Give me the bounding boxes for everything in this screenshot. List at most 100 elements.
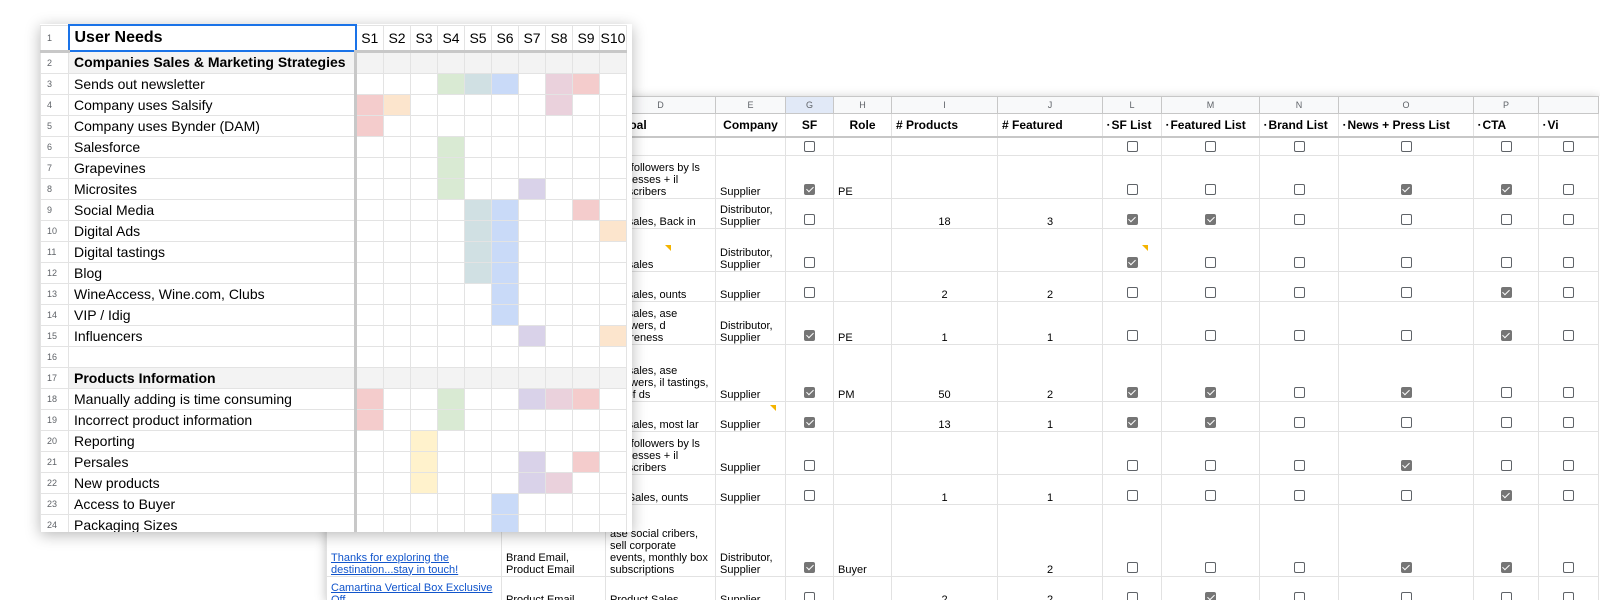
company-cell[interactable]: Distributor, Supplier xyxy=(715,197,786,229)
scenario-cell[interactable] xyxy=(599,513,627,532)
scenario-cell[interactable] xyxy=(383,492,411,515)
checkbox[interactable] xyxy=(1563,329,1574,341)
scenario-cell[interactable] xyxy=(355,429,384,452)
scenario-cell[interactable] xyxy=(410,240,438,263)
scenario-cell[interactable] xyxy=(437,156,465,179)
scenario-cell[interactable] xyxy=(491,408,519,431)
role-cell[interactable]: PE xyxy=(833,300,892,345)
scenario-cell[interactable] xyxy=(545,366,573,389)
scenario-cell[interactable] xyxy=(437,345,465,368)
scenario-cell[interactable] xyxy=(464,471,492,494)
row-number[interactable]: 7 xyxy=(40,156,69,179)
checkbox[interactable] xyxy=(1205,286,1216,298)
scenario-cell[interactable] xyxy=(518,114,546,137)
company-cell[interactable]: Supplier xyxy=(715,575,786,600)
scenario-cell[interactable] xyxy=(518,261,546,284)
scenario-cell[interactable] xyxy=(599,282,627,305)
checkbox[interactable] xyxy=(1205,489,1216,501)
checkbox[interactable] xyxy=(1205,416,1216,428)
checkbox-cell[interactable] xyxy=(1102,400,1162,432)
scenario-header-s1[interactable]: S1 xyxy=(355,24,384,53)
checkbox-cell[interactable] xyxy=(1538,300,1599,345)
checkbox-cell[interactable] xyxy=(1538,227,1599,272)
checkbox[interactable] xyxy=(1205,591,1216,600)
row-number[interactable]: 14 xyxy=(40,303,69,326)
scenario-cell[interactable] xyxy=(355,261,384,284)
company-cell[interactable]: Supplier xyxy=(715,400,786,432)
checkbox-cell[interactable] xyxy=(1538,400,1599,432)
scenario-cell[interactable] xyxy=(545,492,573,515)
row-number[interactable]: 15 xyxy=(40,324,69,347)
scenario-cell[interactable] xyxy=(545,471,573,494)
scenario-cell[interactable] xyxy=(491,135,519,158)
checkbox[interactable] xyxy=(1293,329,1305,341)
scenario-cell[interactable] xyxy=(545,261,573,284)
scenario-cell[interactable] xyxy=(410,471,438,494)
checkbox-cell[interactable] xyxy=(1259,227,1339,272)
scenario-cell[interactable] xyxy=(572,72,600,95)
scenario-cell[interactable] xyxy=(599,50,627,74)
checkbox-cell[interactable] xyxy=(1259,575,1339,600)
scenario-cell[interactable] xyxy=(572,198,600,221)
scenario-cell[interactable] xyxy=(410,261,438,284)
scenario-cell[interactable] xyxy=(355,50,384,74)
scenario-cell[interactable] xyxy=(518,303,546,326)
scenario-cell[interactable] xyxy=(464,429,492,452)
checkbox[interactable] xyxy=(1126,183,1138,195)
scenario-cell[interactable] xyxy=(437,219,465,242)
email-subject-cell[interactable]: Camartina Vertical Box Exclusive Off... xyxy=(326,575,502,600)
need-label[interactable]: Reporting xyxy=(68,429,357,452)
email-link[interactable]: Thanks for exploring the destination...s… xyxy=(331,551,459,576)
row-number[interactable]: 17 xyxy=(40,366,69,389)
checkbox-cell[interactable] xyxy=(1538,503,1599,577)
checkbox-cell[interactable] xyxy=(1538,575,1599,600)
checkbox[interactable] xyxy=(1293,256,1305,268)
checkbox-cell[interactable] xyxy=(1259,136,1339,156)
checkbox-cell[interactable] xyxy=(1538,197,1599,229)
scenario-header-s5[interactable]: S5 xyxy=(464,24,492,53)
checkbox[interactable] xyxy=(804,213,815,225)
featured-count-cell[interactable]: 3 xyxy=(997,197,1103,229)
category-label[interactable]: Products Information xyxy=(68,366,357,389)
checkbox[interactable] xyxy=(804,561,815,573)
scenario-cell[interactable] xyxy=(518,177,546,200)
checkbox[interactable] xyxy=(1205,183,1216,195)
checkbox[interactable] xyxy=(1400,459,1412,471)
row-number[interactable]: 19 xyxy=(40,408,69,431)
scenario-cell[interactable] xyxy=(437,471,465,494)
scenario-cell[interactable] xyxy=(572,93,600,116)
checkbox[interactable] xyxy=(1500,256,1512,268)
checkbox[interactable] xyxy=(1563,213,1574,225)
scenario-cell[interactable] xyxy=(410,114,438,137)
checkbox-cell[interactable] xyxy=(1473,197,1539,229)
checkbox-cell[interactable] xyxy=(1102,270,1162,302)
column-header[interactable]: Company xyxy=(715,113,786,138)
column-letter[interactable] xyxy=(1538,96,1599,114)
role-cell[interactable] xyxy=(833,575,892,600)
scenario-cell[interactable] xyxy=(545,135,573,158)
need-label[interactable]: Company uses Salsify xyxy=(68,93,357,116)
scenario-cell[interactable] xyxy=(572,408,600,431)
scenario-cell[interactable] xyxy=(383,282,411,305)
checkbox-cell[interactable] xyxy=(1161,400,1260,432)
column-header[interactable]: # Featured xyxy=(997,113,1103,138)
checkbox[interactable] xyxy=(1563,459,1574,471)
scenario-cell[interactable] xyxy=(410,156,438,179)
scenario-cell[interactable] xyxy=(437,366,465,389)
scenario-cell[interactable] xyxy=(355,198,384,221)
scenario-cell[interactable] xyxy=(383,93,411,116)
checkbox[interactable] xyxy=(1500,213,1512,225)
products-count-cell[interactable] xyxy=(891,227,998,272)
checkbox[interactable] xyxy=(1500,591,1512,600)
row-number[interactable]: 2 xyxy=(40,50,69,74)
checkbox-cell[interactable] xyxy=(1338,270,1474,302)
role-cell[interactable] xyxy=(833,270,892,302)
checkbox-cell[interactable] xyxy=(1538,270,1599,302)
scenario-cell[interactable] xyxy=(437,114,465,137)
row-number[interactable]: 9 xyxy=(40,198,69,221)
scenario-cell[interactable] xyxy=(383,240,411,263)
checkbox[interactable] xyxy=(1400,489,1412,501)
scenario-cell[interactable] xyxy=(572,303,600,326)
checkbox[interactable] xyxy=(1500,386,1512,398)
scenario-cell[interactable] xyxy=(599,261,627,284)
